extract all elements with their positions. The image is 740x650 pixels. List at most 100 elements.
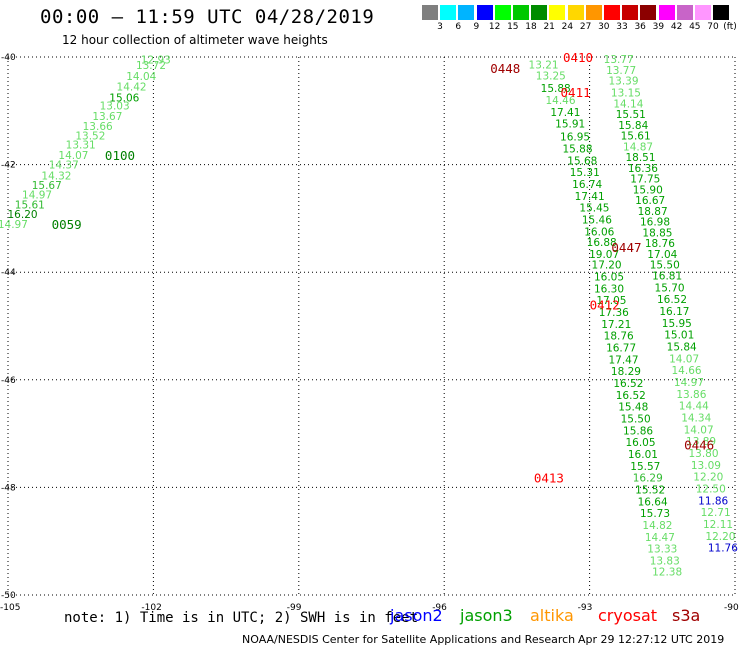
wave-height-label: 16.95 bbox=[560, 132, 590, 144]
wave-height-label: 16.52 bbox=[657, 294, 687, 306]
lat-tick-label: -42 bbox=[1, 161, 16, 171]
wave-height-label: 17.41 bbox=[575, 191, 605, 203]
wave-height-label: 15.52 bbox=[635, 485, 665, 497]
wave-height-label: 14.42 bbox=[117, 82, 147, 94]
wave-height-label: 14.14 bbox=[613, 98, 643, 110]
legend-label: 24 bbox=[561, 22, 574, 32]
legend-label: 36 bbox=[634, 22, 646, 32]
wave-height-label: 11.86 bbox=[698, 495, 728, 507]
wave-height-label: 13.80 bbox=[688, 448, 718, 460]
legend-label: 9 bbox=[473, 22, 480, 32]
wave-height-label: 17.05 bbox=[596, 295, 626, 307]
wave-height-label: 14.34 bbox=[681, 412, 711, 424]
legend-swatch bbox=[476, 5, 493, 20]
wave-height-label: 12.11 bbox=[703, 519, 733, 531]
wave-height-label: 16.74 bbox=[572, 179, 602, 191]
footer-note: note: 1) Time is in UTC; 2) SWH is in fe… bbox=[64, 610, 419, 626]
legend-swatch bbox=[458, 5, 475, 20]
legend-swatch bbox=[676, 5, 693, 20]
wave-height-label: 17.20 bbox=[592, 260, 622, 272]
time-label: 0446 bbox=[684, 437, 714, 452]
wave-height-label: 13.77 bbox=[606, 65, 636, 77]
wave-height-label: 13.77 bbox=[604, 54, 634, 66]
legend-label: 39 bbox=[652, 22, 665, 32]
wave-height-label: 16.05 bbox=[594, 272, 624, 284]
legend-swatch bbox=[695, 5, 711, 20]
wave-height-label: 14.97 bbox=[674, 377, 704, 389]
legend-swatch bbox=[640, 5, 657, 20]
wave-height-label: 12.71 bbox=[701, 507, 731, 519]
wave-height-label: 12.38 bbox=[652, 566, 682, 578]
wave-height-label: 13.39 bbox=[608, 76, 638, 88]
wave-height-label: 17.21 bbox=[601, 319, 631, 331]
wave-height-label: 14.97 bbox=[22, 190, 52, 202]
legend-swatch bbox=[713, 5, 730, 20]
wave-height-label: 17.04 bbox=[647, 249, 677, 261]
legend-label: 33 bbox=[616, 22, 628, 32]
wave-height-label: 18.87 bbox=[638, 206, 668, 218]
wave-height-label: 16.77 bbox=[606, 343, 636, 355]
wave-height-label: 15.86 bbox=[623, 425, 653, 437]
time-label: 0059 bbox=[52, 217, 82, 232]
wave-height-label: 18.76 bbox=[645, 238, 675, 250]
legend-swatch bbox=[567, 5, 584, 20]
wave-height-label: 15.48 bbox=[618, 402, 648, 414]
wave-height-label: 13.21 bbox=[529, 60, 559, 72]
wave-height-label: 16.06 bbox=[584, 226, 614, 238]
lon-tick-label: -102 bbox=[141, 603, 161, 613]
lat-tick-label: -48 bbox=[1, 483, 16, 493]
satellite-label-altika: altika bbox=[530, 606, 574, 625]
credit-date: Apr 29 12:27:12 UTC 2019 bbox=[578, 633, 725, 646]
legend-unit: (ft) bbox=[723, 22, 737, 32]
time-label: 0411 bbox=[561, 85, 591, 100]
lon-tick-label: -90 bbox=[724, 603, 739, 613]
wave-height-label: 16.88 bbox=[587, 237, 617, 249]
wave-height-label: 12.93 bbox=[141, 55, 171, 67]
legend-label: 12 bbox=[488, 22, 501, 32]
wave-height-label: 16.20 bbox=[8, 209, 38, 221]
legend-swatch bbox=[604, 5, 620, 20]
wave-height-label: 15.61 bbox=[621, 131, 651, 143]
page-title: 00:00 – 11:59 UTC 04/28/2019 bbox=[40, 6, 375, 28]
wave-height-label: 13.52 bbox=[75, 131, 105, 143]
legend-swatch bbox=[494, 5, 511, 20]
legend-label: 70 bbox=[707, 22, 719, 32]
wave-height-label: 14.07 bbox=[669, 353, 699, 365]
wave-height-label: 14.44 bbox=[679, 401, 709, 413]
wave-height-label: 15.68 bbox=[567, 155, 597, 167]
lon-tick-label: -105 bbox=[0, 603, 20, 613]
wave-height-label: 15.84 bbox=[618, 120, 648, 132]
wave-height-label: 14.07 bbox=[58, 150, 88, 162]
legend-label: 27 bbox=[579, 22, 592, 32]
wave-height-label: 14.87 bbox=[623, 141, 653, 153]
wave-height-label: 14.04 bbox=[126, 71, 156, 83]
legend-swatch bbox=[622, 5, 639, 20]
wave-height-label: 19.07 bbox=[589, 249, 619, 261]
wave-height-label: 13.72 bbox=[136, 60, 166, 72]
wave-height-label: 13.31 bbox=[66, 140, 96, 152]
wave-height-label: 13.89 bbox=[686, 436, 716, 448]
time-label: 0447 bbox=[611, 240, 641, 255]
wave-height-label: 14.82 bbox=[642, 520, 672, 532]
wave-height-label: 16.52 bbox=[616, 390, 646, 402]
wave-height-label: 15.73 bbox=[640, 508, 670, 520]
wave-height-label: 15.46 bbox=[582, 214, 612, 226]
wave-height-label: 16.30 bbox=[594, 283, 624, 295]
wave-height-label: 12.50 bbox=[696, 483, 726, 495]
wave-height-label: 13.15 bbox=[611, 88, 641, 100]
wave-height-label: 15.51 bbox=[616, 109, 646, 121]
wave-height-label: 15.90 bbox=[633, 184, 663, 196]
wave-height-label: 13.33 bbox=[647, 544, 677, 556]
wave-height-label: 15.06 bbox=[109, 92, 139, 104]
legend-label: 18 bbox=[525, 22, 537, 32]
wave-height-label: 13.25 bbox=[536, 70, 566, 82]
satellite-label-jason3: jason3 bbox=[460, 606, 513, 625]
wave-height-label: 18.76 bbox=[604, 331, 634, 343]
legend-label: 21 bbox=[543, 22, 555, 32]
satellite-label-cryosat: cryosat bbox=[598, 606, 658, 625]
legend-swatch bbox=[549, 5, 566, 20]
time-label: 0410 bbox=[563, 50, 593, 65]
legend-swatch bbox=[513, 5, 529, 20]
satellite-label-s3a: s3a bbox=[672, 606, 701, 625]
wave-height-label: 15.50 bbox=[650, 260, 680, 272]
